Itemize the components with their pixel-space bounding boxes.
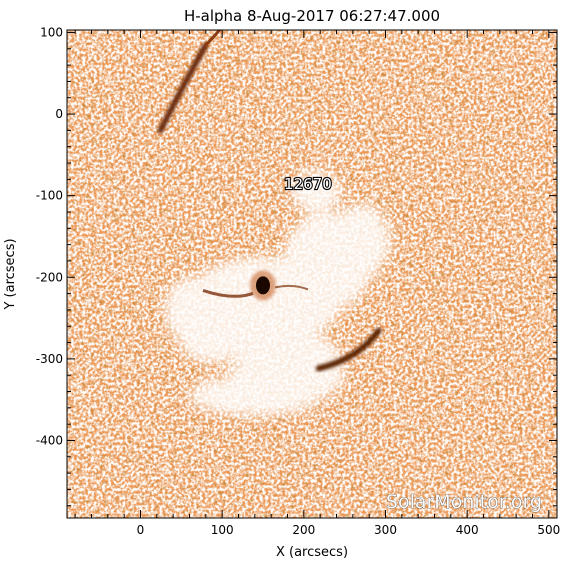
y-tick-label: 100: [40, 25, 63, 39]
plot-frame: [66, 29, 558, 519]
plot-area: [67, 30, 557, 518]
y-tick-label: -200: [36, 270, 63, 284]
x-tick-label: 200: [292, 523, 315, 537]
y-tick-label: 0: [55, 107, 63, 121]
x-tick-label: 500: [537, 523, 560, 537]
annotations: 12670: [283, 174, 333, 194]
plage-blob: [189, 375, 321, 416]
x-tick-label: 100: [211, 523, 234, 537]
watermark-logo: SolarMonitor.org: [386, 491, 542, 513]
x-axis-ticks: 0 100 200 300 400 500: [74, 30, 560, 537]
y-tick-label: -400: [36, 433, 63, 447]
plage-region: [165, 171, 390, 416]
plage-blob: [267, 334, 341, 384]
y-tick-label: -100: [36, 189, 63, 203]
x-tick-label: 400: [456, 523, 479, 537]
fibril: [274, 284, 309, 291]
y-axis-label: Y (arcsecs): [3, 238, 18, 310]
plage-blob: [332, 203, 390, 278]
active-region-label: 12670: [284, 175, 332, 193]
filament: [315, 327, 382, 372]
y-axis-ticks: 100 0 -100 -200 -300 -400: [36, 25, 557, 507]
chart-title: H-alpha 8-Aug-2017 06:27:47.000: [184, 7, 440, 25]
y-tick-label: -300: [36, 352, 63, 366]
x-tick-label: 0: [137, 523, 145, 537]
fibril: [202, 289, 254, 298]
x-axis-label: X (arcsecs): [276, 545, 348, 560]
filament: [157, 42, 209, 134]
x-tick-label: 300: [374, 523, 397, 537]
plage-blob: [165, 277, 214, 343]
sunspot-umbra: [256, 276, 270, 295]
plage-blob: [291, 171, 341, 212]
